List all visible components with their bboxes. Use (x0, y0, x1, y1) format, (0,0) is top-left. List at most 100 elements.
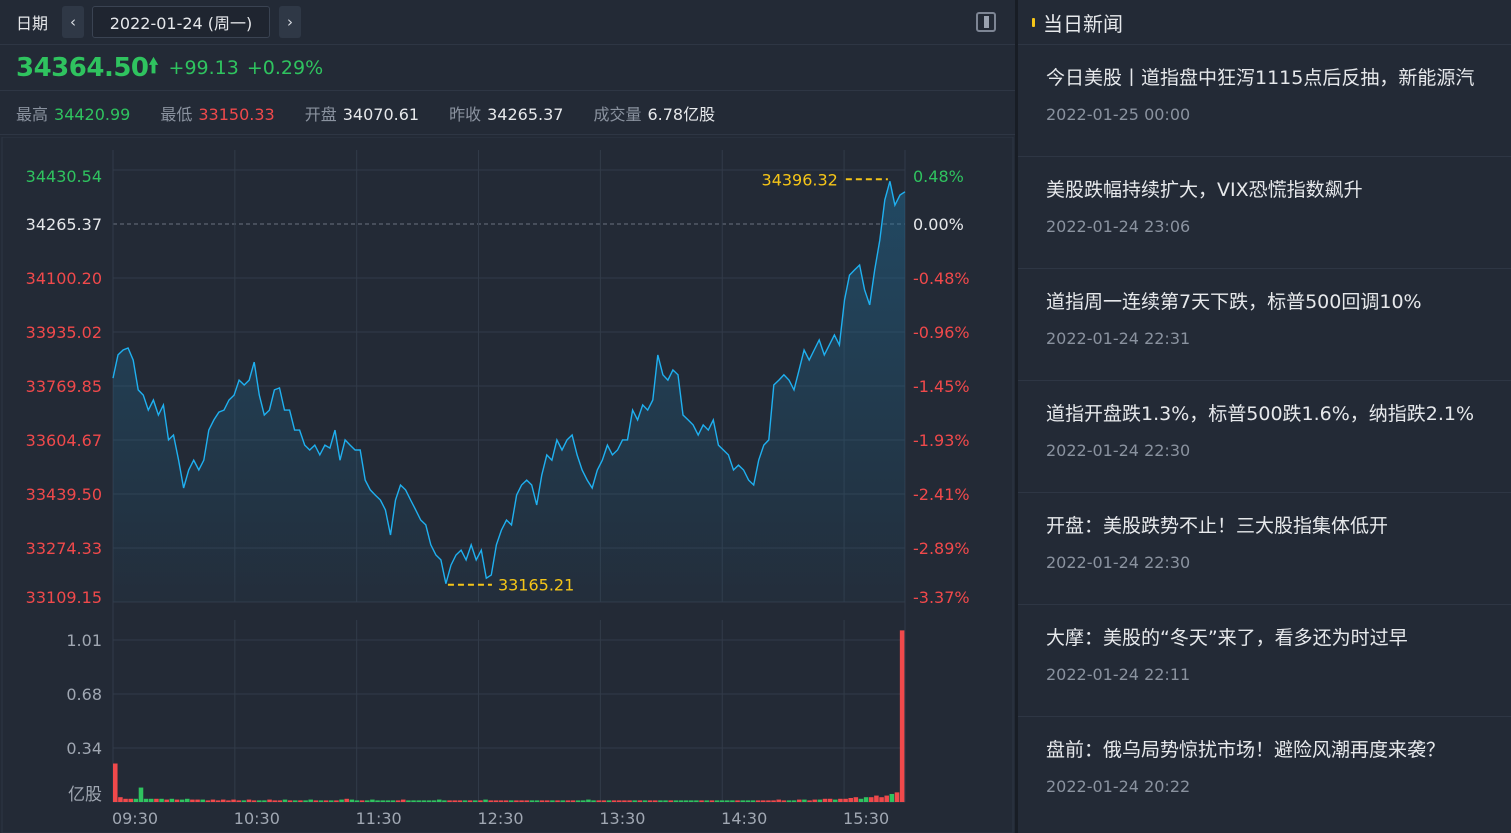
volume-bar (277, 800, 283, 802)
news-item[interactable]: 大摩：美股的“冬天”来了，看多还为时过早 2022-01-24 22:11 (1018, 605, 1511, 717)
volume-bar (478, 800, 483, 802)
volume-bar (385, 800, 391, 802)
news-item[interactable]: 道指周一连续第7天下跌，标普500回调10% 2022-01-24 22:31 (1018, 269, 1511, 381)
volume-bar (200, 799, 205, 802)
volume-bar (251, 800, 257, 802)
volume-bar (761, 800, 766, 802)
volume-bar (719, 800, 725, 802)
volume-bar (570, 800, 576, 802)
volume-bar (699, 800, 704, 802)
volume-bar (426, 800, 432, 802)
price-change-pct: +0.29% (246, 56, 324, 79)
volume-bar (771, 800, 776, 802)
high-annotation: 34396.32 (762, 170, 838, 189)
news-time: 2022-01-25 00:00 (1046, 105, 1191, 124)
volume-bar (611, 800, 617, 802)
chevron-right-icon: › (287, 13, 294, 31)
volume-bar (344, 798, 349, 802)
volume-bar (241, 800, 247, 802)
stat-label: 开盘 (304, 104, 337, 124)
volume-bar (467, 800, 473, 802)
volume-bar (457, 800, 463, 802)
next-day-button[interactable]: › (279, 6, 302, 38)
volume-bar (848, 797, 853, 802)
volume-unit-label: 亿股 (68, 785, 102, 805)
news-item[interactable]: 道指开盘跌1.3%，标普500跌1.6%，纳指跌2.1% 2022-01-24 2… (1018, 381, 1511, 493)
volume-bar (143, 798, 149, 802)
news-item[interactable]: 美股跌幅持续扩大，VIX恐慌指数飙升 2022-01-24 23:06 (1018, 157, 1511, 269)
volume-bar (118, 797, 123, 802)
news-headline[interactable]: 大摩：美股的“冬天”来了，看多还为时过早 (1046, 627, 1408, 649)
volume-bar (565, 800, 571, 802)
pct-tick-label: 0.48% (913, 167, 964, 186)
volume-tick-label: 0.34 (66, 739, 102, 758)
price-tick-label: 34430.54 (26, 167, 102, 186)
news-headline[interactable]: 盘前：俄乌局势惊扰市场！避险风潮再度来袭？ (1046, 739, 1446, 761)
time-tick-label: 10:30 (234, 809, 280, 828)
volume-bar (658, 800, 663, 802)
news-item[interactable]: 今日美股丨道指盘中狂泻1115点后反抽，新能源汽 2022-01-25 00:00 (1018, 45, 1511, 157)
volume-bar (807, 800, 812, 802)
news-headline[interactable]: 道指周一连续第7天下跌，标普500回调10% (1046, 291, 1422, 313)
volume-bar (797, 799, 802, 802)
panel-toggle-icon[interactable] (976, 12, 996, 32)
stats-row: 最高 34420.99 最低 33150.33 开盘 34070.61 昨收 34265.37… (0, 91, 1015, 135)
volume-bar (689, 800, 694, 802)
price-tick-label: 33439.50 (26, 485, 102, 504)
prev-day-button[interactable]: ‹ (62, 6, 85, 38)
volume-bar (390, 800, 396, 802)
volume-bar (786, 800, 792, 802)
current-price: 34364.50 (16, 52, 149, 83)
news-headline[interactable]: 道指开盘跌1.3%，标普500跌1.6%，纳指跌2.1% (1046, 403, 1475, 425)
date-value: 2022-01-24 (周一) (109, 14, 253, 33)
volume-bar (308, 799, 313, 802)
news-headline[interactable]: 美股跌幅持续扩大，VIX恐慌指数飙升 (1046, 179, 1363, 201)
volume-bar (853, 797, 859, 802)
volume-bar (149, 798, 154, 802)
volume-bar (735, 800, 740, 802)
volume-bar (833, 799, 838, 802)
volume-bar (473, 800, 478, 802)
news-title: 当日新闻 (1043, 11, 1123, 36)
price-change: +99.13 (168, 56, 239, 79)
volume-bar (138, 787, 144, 802)
panel-divider[interactable] (1015, 0, 1018, 833)
stat-value: 33150.33 (198, 104, 275, 124)
stat-value: 34070.61 (342, 104, 420, 124)
volume-bar (287, 800, 293, 802)
volume-bar (303, 800, 308, 802)
time-tick-label: 15:30 (843, 809, 889, 828)
news-item[interactable]: 盘前：俄乌局势惊扰市场！避险风潮再度来袭？ 2022-01-24 20:22 (1018, 717, 1511, 829)
volume-bar (575, 800, 581, 802)
date-picker[interactable]: 2022-01-24 (周一) (92, 6, 271, 38)
pct-tick-label: -2.89% (913, 539, 970, 558)
volume-bar (627, 800, 632, 802)
volume-bar (493, 800, 499, 802)
volume-bar (673, 800, 679, 802)
volume-bar (365, 800, 370, 802)
news-headline[interactable]: 开盘：美股跌势不止！三大股指集体低开 (1046, 515, 1389, 537)
volume-bar (154, 798, 159, 802)
volume-bar (205, 800, 211, 802)
volume-bar (113, 763, 118, 802)
volume-bar (663, 800, 668, 802)
volume-bar (766, 800, 771, 802)
volume-bar (190, 799, 195, 802)
intraday-chart[interactable]: 34430.54 0.48% 34265.37 0.00% 34100.20 -0.48%… (0, 137, 1015, 833)
volume-bar (791, 800, 797, 802)
news-item[interactable]: 开盘：美股跌势不止！三大股指集体低开 2022-01-24 22:30 (1018, 493, 1511, 605)
date-label: 日期 (16, 14, 49, 33)
time-tick-label: 11:30 (356, 809, 402, 828)
volume-bar (704, 800, 709, 802)
news-headline[interactable]: 今日美股丨道指盘中狂泻1115点后反抽，新能源汽 (1046, 67, 1475, 89)
volume-bar (596, 800, 601, 802)
volume-bar (827, 798, 833, 802)
pct-tick-label: -1.93% (913, 431, 970, 450)
date-toolbar: 日期 ‹ 2022-01-24 (周一) › (0, 0, 1015, 45)
stat-label: 成交量 (593, 104, 642, 124)
volume-bar (514, 800, 519, 802)
price-tick-label: 33274.33 (26, 539, 102, 558)
index-chart-panel: 日期 ‹ 2022-01-24 (周一) › 34364.50 🠙 +99.13… (0, 0, 1015, 833)
volume-bar (323, 800, 329, 802)
pct-tick-label: 0.00% (913, 215, 964, 234)
